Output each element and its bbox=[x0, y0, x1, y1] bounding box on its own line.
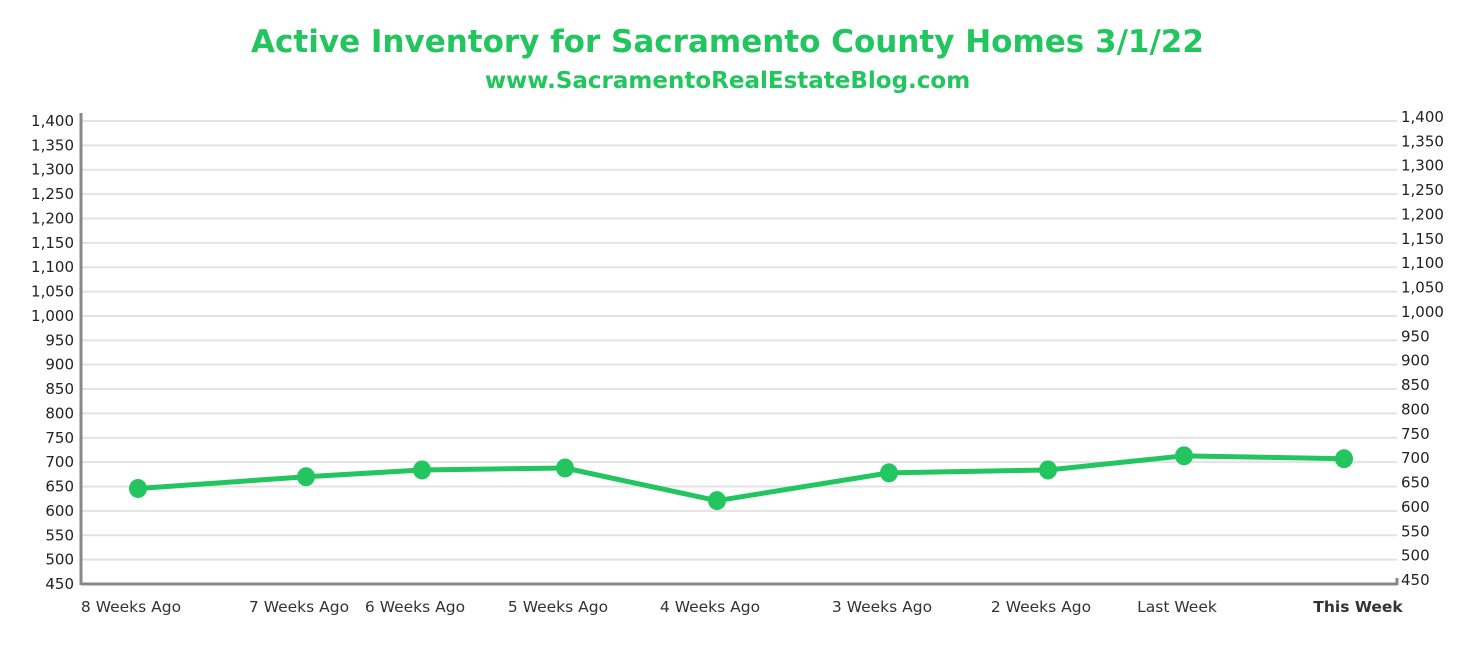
y-tick-left: 600 bbox=[45, 502, 74, 520]
y-tick-left: 500 bbox=[45, 551, 74, 569]
y-tick-left: 1,350 bbox=[31, 136, 74, 154]
data-point bbox=[556, 458, 574, 478]
y-tick-right: 950 bbox=[1401, 327, 1430, 345]
y-tick-left: 1,400 bbox=[31, 112, 74, 130]
y-tick-right: 900 bbox=[1401, 352, 1430, 370]
x-tick-label: Last Week bbox=[1137, 598, 1217, 616]
x-tick-label: 3 Weeks Ago bbox=[832, 598, 932, 616]
y-tick-left: 1,300 bbox=[31, 161, 74, 179]
y-tick-right: 1,050 bbox=[1401, 279, 1444, 297]
x-tick-label: 4 Weeks Ago bbox=[660, 598, 760, 616]
y-tick-left: 850 bbox=[45, 380, 74, 398]
y-tick-left: 750 bbox=[45, 429, 74, 447]
data-point bbox=[413, 460, 431, 480]
y-tick-right: 550 bbox=[1401, 522, 1430, 540]
y-tick-right: 700 bbox=[1401, 449, 1430, 467]
x-tick-label: 2 Weeks Ago bbox=[991, 598, 1091, 616]
x-tick-label: This Week bbox=[1313, 598, 1403, 616]
data-point bbox=[129, 478, 147, 498]
data-point bbox=[708, 491, 726, 511]
y-tick-left: 1,200 bbox=[31, 209, 74, 227]
x-tick-label: 8 Weeks Ago bbox=[81, 598, 181, 616]
y-tick-right: 650 bbox=[1401, 474, 1430, 492]
y-tick-right: 1,200 bbox=[1401, 205, 1444, 223]
chart-subtitle: www.SacramentoRealEstateBlog.com bbox=[484, 68, 971, 94]
y-tick-left: 550 bbox=[45, 526, 74, 544]
data-point bbox=[1175, 446, 1193, 466]
y-tick-right: 1,300 bbox=[1401, 157, 1444, 175]
y-tick-right: 750 bbox=[1401, 425, 1430, 443]
y-tick-left: 700 bbox=[45, 453, 74, 471]
data-point bbox=[1039, 460, 1057, 480]
y-tick-left: 1,050 bbox=[31, 283, 74, 301]
y-tick-left: 650 bbox=[45, 478, 74, 496]
x-tick-label: 6 Weeks Ago bbox=[365, 598, 465, 616]
y-tick-left: 800 bbox=[45, 404, 74, 422]
y-tick-left: 950 bbox=[45, 331, 74, 349]
data-point bbox=[880, 463, 898, 483]
y-tick-right: 1,250 bbox=[1401, 181, 1444, 199]
y-tick-left: 1,100 bbox=[31, 258, 74, 276]
data-point bbox=[1335, 449, 1353, 469]
y-tick-right: 1,150 bbox=[1401, 230, 1444, 248]
y-tick-left: 450 bbox=[45, 575, 74, 593]
x-tick-label: 5 Weeks Ago bbox=[508, 598, 608, 616]
y-tick-left: 1,000 bbox=[31, 307, 74, 325]
y-tick-left: 900 bbox=[45, 356, 74, 374]
y-tick-right: 1,100 bbox=[1401, 254, 1444, 272]
y-tick-left: 1,250 bbox=[31, 185, 74, 203]
y-tick-right: 1,350 bbox=[1401, 132, 1444, 150]
y-tick-left: 1,150 bbox=[31, 234, 74, 252]
y-tick-right: 850 bbox=[1401, 376, 1430, 394]
y-tick-right: 1,000 bbox=[1401, 303, 1444, 321]
y-tick-right: 500 bbox=[1401, 547, 1430, 565]
chart-title: Active Inventory for Sacramento County H… bbox=[251, 24, 1204, 60]
y-tick-right: 800 bbox=[1401, 400, 1430, 418]
data-point bbox=[297, 467, 315, 487]
y-tick-right: 450 bbox=[1401, 571, 1430, 589]
y-tick-right: 600 bbox=[1401, 498, 1430, 516]
y-tick-right: 1,400 bbox=[1401, 108, 1444, 126]
x-tick-label: 7 Weeks Ago bbox=[249, 598, 349, 616]
